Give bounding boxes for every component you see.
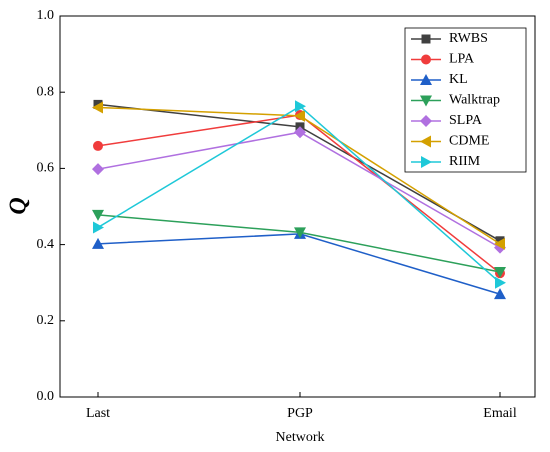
legend-label: KL bbox=[449, 72, 468, 87]
point bbox=[294, 227, 306, 239]
point bbox=[294, 126, 306, 139]
x-tick-label: PGP bbox=[287, 406, 313, 421]
point bbox=[494, 288, 506, 300]
point bbox=[92, 209, 104, 221]
point bbox=[494, 237, 505, 250]
point bbox=[92, 101, 103, 114]
y-tick-label: 0.8 bbox=[37, 84, 55, 99]
legend-marker bbox=[420, 115, 432, 127]
legend-marker bbox=[420, 135, 431, 148]
legend-label: Walktrap bbox=[449, 93, 500, 108]
legend-marker bbox=[421, 34, 431, 44]
y-tick-label: 0.2 bbox=[37, 313, 55, 328]
y-tick-label: 0.4 bbox=[37, 237, 55, 252]
point bbox=[93, 140, 103, 151]
point bbox=[92, 163, 104, 176]
legend-marker bbox=[420, 74, 432, 85]
point bbox=[92, 237, 104, 249]
y-tick-label: 0.6 bbox=[37, 161, 55, 176]
legend-label: RWBS bbox=[449, 31, 488, 46]
legend-marker bbox=[421, 156, 432, 168]
plot-frame bbox=[59, 15, 536, 398]
point bbox=[295, 100, 306, 113]
point bbox=[494, 267, 506, 279]
series-line bbox=[97, 214, 501, 273]
legend-label: RIIM bbox=[449, 154, 481, 169]
point bbox=[294, 109, 305, 122]
x-axis-label: Network bbox=[276, 430, 325, 445]
x-tick-label: Last bbox=[86, 406, 110, 421]
y-tick-label: 1.0 bbox=[37, 8, 55, 23]
legend-marker bbox=[420, 95, 432, 107]
y-tick-label: 0.0 bbox=[37, 389, 55, 404]
legend-label: SLPA bbox=[449, 113, 483, 128]
series-line bbox=[97, 233, 501, 295]
point bbox=[93, 221, 104, 234]
legend-label: LPA bbox=[449, 52, 475, 67]
point bbox=[495, 276, 506, 289]
legend-marker bbox=[421, 54, 431, 65]
x-tick-label: Email bbox=[483, 406, 517, 421]
legend-label: CDME bbox=[449, 134, 489, 149]
y-axis-label: Q bbox=[6, 197, 32, 214]
